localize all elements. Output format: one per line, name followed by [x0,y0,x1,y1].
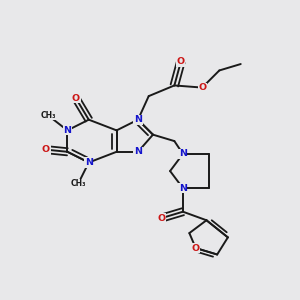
Text: O: O [198,83,206,92]
Text: N: N [63,126,71,135]
Text: N: N [179,184,187,193]
Text: N: N [134,115,142,124]
Text: O: O [158,214,166,223]
Text: N: N [134,147,142,156]
Text: N: N [85,158,93,167]
Text: O: O [192,244,200,253]
Text: N: N [179,149,187,158]
Text: O: O [42,145,50,154]
Text: O: O [72,94,80,103]
Text: CH₃: CH₃ [70,179,86,188]
Text: O: O [177,57,185,66]
Text: CH₃: CH₃ [40,111,56,120]
